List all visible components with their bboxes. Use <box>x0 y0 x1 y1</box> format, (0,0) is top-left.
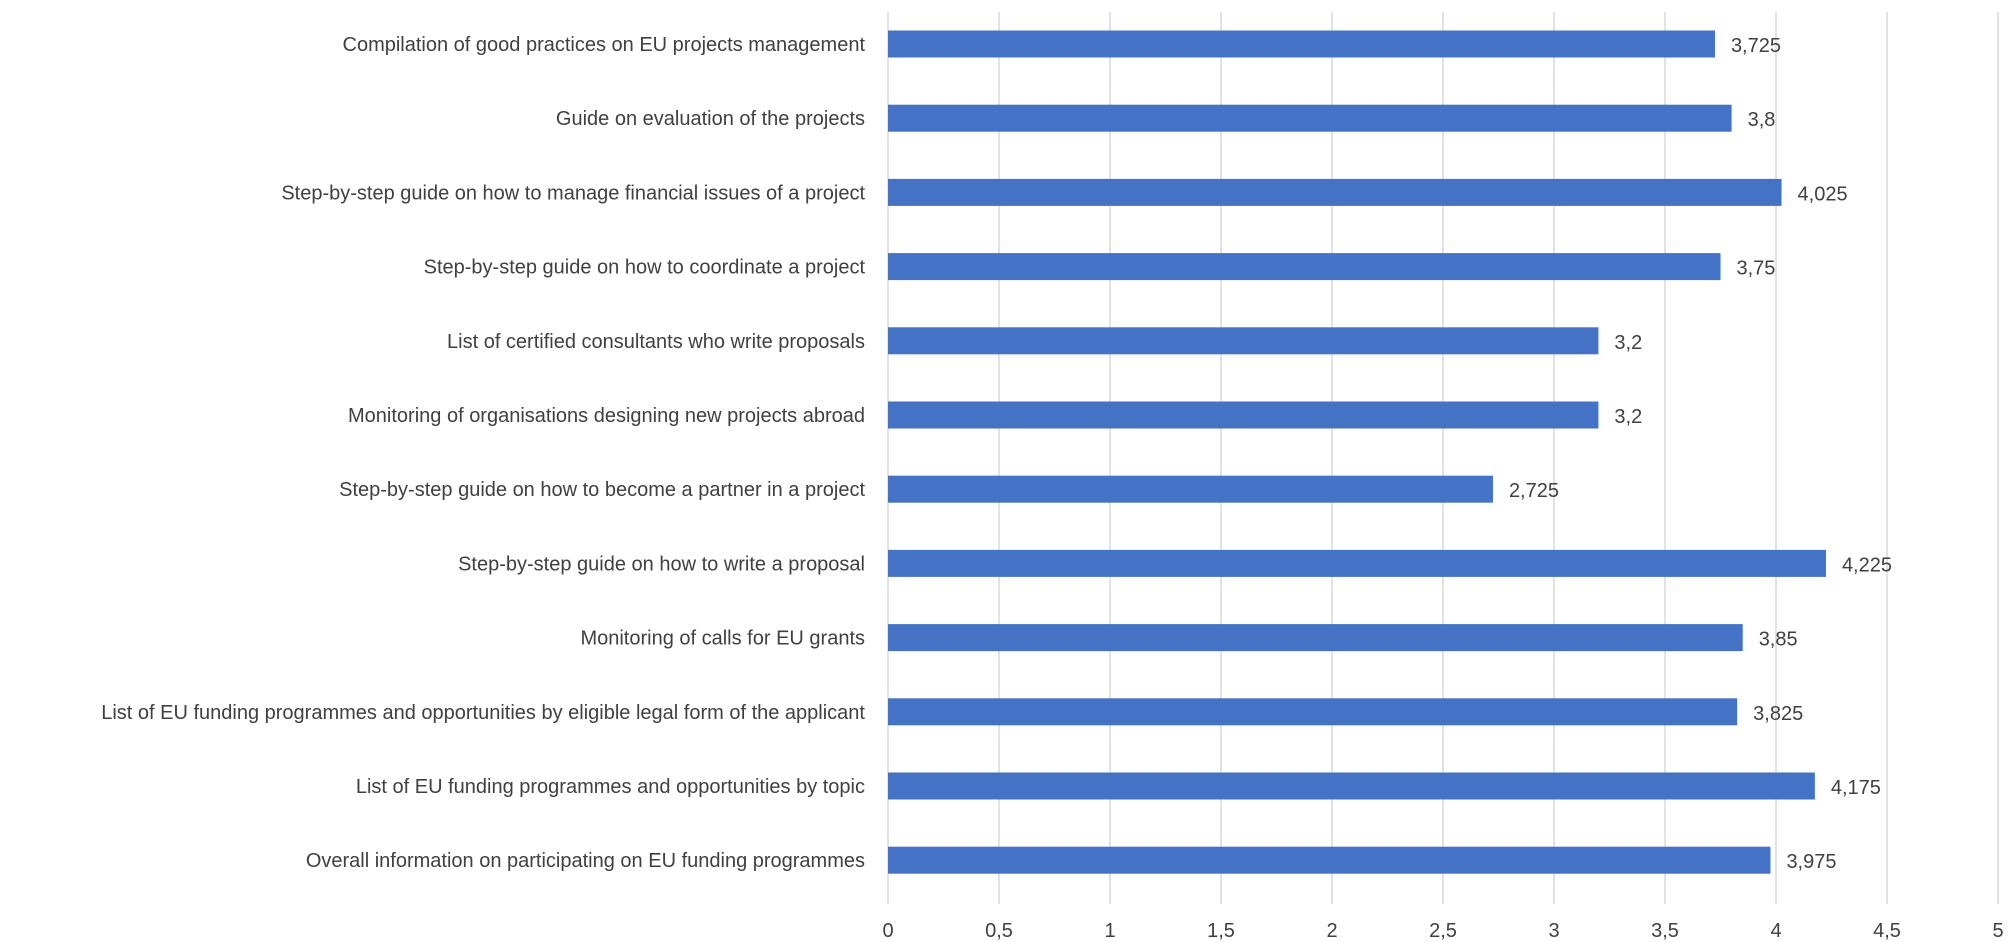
category-label: Guide on evaluation of the projects <box>556 108 865 130</box>
bar <box>888 549 1826 577</box>
bar-value-label: 3,75 <box>1737 258 1776 280</box>
bar <box>888 327 1599 355</box>
bar-value-label: 4,025 <box>1798 183 1848 205</box>
x-tick-label: 4 <box>1770 920 1781 942</box>
bar <box>888 698 1738 726</box>
bar <box>888 104 1732 132</box>
category-label: Monitoring of calls for EU grants <box>580 628 865 650</box>
x-tick-label: 3,5 <box>1651 920 1679 942</box>
category-label: Step-by-step guide on how to write a pro… <box>458 553 865 575</box>
bar-value-label: 3,8 <box>1748 109 1776 131</box>
x-tick-label: 3 <box>1548 920 1559 942</box>
category-label: List of certified consultants who write … <box>447 331 865 353</box>
bars <box>888 30 1826 874</box>
x-tick-label: 5 <box>1992 920 2003 942</box>
category-label: Step-by-step guide on how to become a pa… <box>339 479 865 501</box>
category-label: Overall information on participating on … <box>306 850 865 872</box>
category-label: Step-by-step guide on how to coordinate … <box>424 257 866 279</box>
category-label: List of EU funding programmes and opport… <box>356 776 865 798</box>
gridlines <box>887 12 1999 904</box>
bar-value-label: 2,725 <box>1509 480 1559 502</box>
bar-value-label: 3,2 <box>1614 332 1642 354</box>
x-tick-label: 2,5 <box>1429 920 1457 942</box>
category-label: Monitoring of organisations designing ne… <box>348 405 865 427</box>
bar-value-label: 4,175 <box>1831 777 1881 799</box>
category-label: List of EU funding programmes and opport… <box>101 702 865 724</box>
bar <box>888 178 1782 206</box>
bar-value-label: 4,225 <box>1842 554 1892 576</box>
bar-value-label: 3,975 <box>1786 851 1836 873</box>
bar <box>888 30 1715 58</box>
bar <box>888 772 1815 800</box>
category-label: Step-by-step guide on how to manage fina… <box>281 182 865 204</box>
bar <box>888 624 1743 652</box>
x-tick-label: 1,5 <box>1207 920 1235 942</box>
bar-value-label: 3,2 <box>1614 406 1642 428</box>
x-tick-label: 4,5 <box>1873 920 1901 942</box>
bar <box>888 253 1721 281</box>
x-tick-label: 0 <box>882 920 893 942</box>
bar-value-label: 3,825 <box>1753 703 1803 725</box>
bar-value-label: 3,85 <box>1759 629 1798 651</box>
category-label: Compilation of good practices on EU proj… <box>343 34 866 56</box>
x-tick-label: 2 <box>1326 920 1337 942</box>
bar-value-label: 3,725 <box>1731 35 1781 57</box>
bar <box>888 846 1771 874</box>
category-labels: Compilation of good practices on EU proj… <box>101 34 865 872</box>
bar <box>888 475 1493 503</box>
x-axis-tick-labels: 0 0,5 1 1,5 2 2,5 3 3,5 4 4,5 5 <box>882 920 2003 942</box>
bar <box>888 401 1599 429</box>
x-tick-label: 0,5 <box>985 920 1013 942</box>
data-labels: 3,725 3,8 4,025 3,75 3,2 3,2 2,725 4,225 3,85 3,8… <box>1509 35 1892 873</box>
x-tick-label: 1 <box>1104 920 1115 942</box>
